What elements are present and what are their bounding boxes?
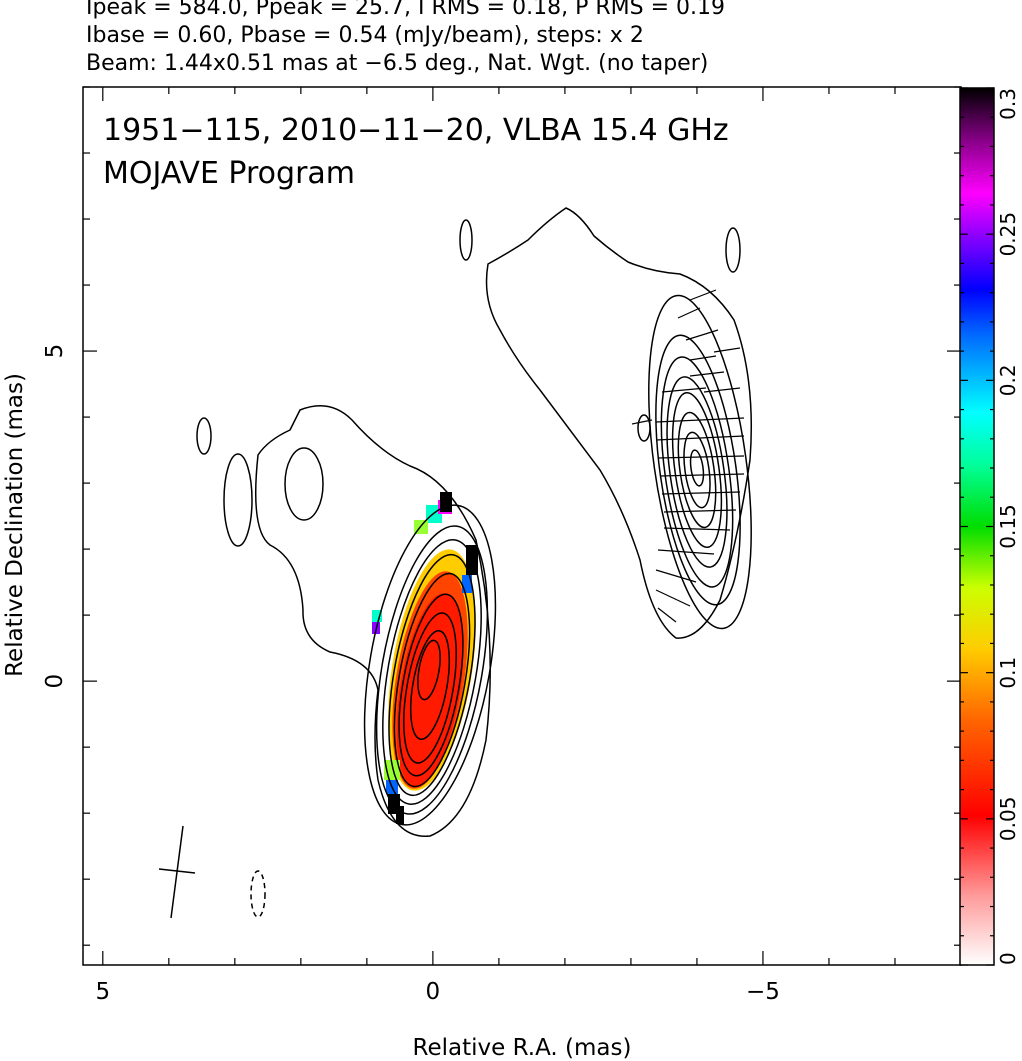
polarization-scale-bar bbox=[158, 825, 196, 919]
core-contours bbox=[196, 405, 497, 837]
chart-subtitle: MOJAVE Program bbox=[103, 156, 355, 191]
x-tick-label: 0 bbox=[426, 979, 441, 1005]
colorbar-ticks: 0 0.05 0.1 0.15 0.2 0.25 0.3 bbox=[960, 87, 1020, 966]
colorbar: 0 0.05 0.1 0.15 0.2 0.25 0.3 bbox=[959, 87, 1020, 966]
plot-frame: 5 0 −5 05 bbox=[42, 86, 962, 1005]
y-axis-label: Relative Declination (mas) bbox=[2, 373, 28, 677]
header-line-2: Ibase = 0.60, Pbase = 0.54 (mJy/beam), s… bbox=[86, 23, 644, 48]
y-axis-ticks: 05 bbox=[42, 86, 961, 946]
colorbar-tick-label: 0.3 bbox=[996, 88, 1020, 120]
chart-title: 1951−115, 2010−11−20, VLBA 15.4 GHz bbox=[103, 113, 729, 148]
colorbar-tick-label: 0.25 bbox=[996, 212, 1020, 257]
header-line-1: Ipeak = 584.0, Ppeak = 25.7, I RMS = 0.1… bbox=[86, 0, 725, 20]
colorbar-tick-label: 0 bbox=[996, 952, 1020, 965]
jet-contours bbox=[459, 207, 752, 639]
x-axis-label: Relative R.A. (mas) bbox=[413, 1035, 632, 1061]
evpa-ticks bbox=[631, 289, 745, 623]
beam-ellipse bbox=[250, 870, 266, 918]
header-line-3: Beam: 1.44x0.51 mas at −6.5 deg., Nat. W… bbox=[86, 51, 709, 76]
x-tick-label: 5 bbox=[95, 979, 110, 1005]
colorbar-tick-label: 0.15 bbox=[996, 504, 1020, 549]
colorbar-tick-label: 0.1 bbox=[996, 657, 1020, 689]
colorbar-tick-label: 0.2 bbox=[996, 364, 1020, 396]
y-tick-label: 5 bbox=[42, 344, 68, 359]
x-tick-label: −5 bbox=[746, 979, 780, 1005]
x-axis-ticks: 5 0 −5 bbox=[95, 87, 962, 1005]
colorbar-tick-label: 0.05 bbox=[996, 797, 1020, 842]
y-tick-label: 0 bbox=[42, 674, 68, 689]
